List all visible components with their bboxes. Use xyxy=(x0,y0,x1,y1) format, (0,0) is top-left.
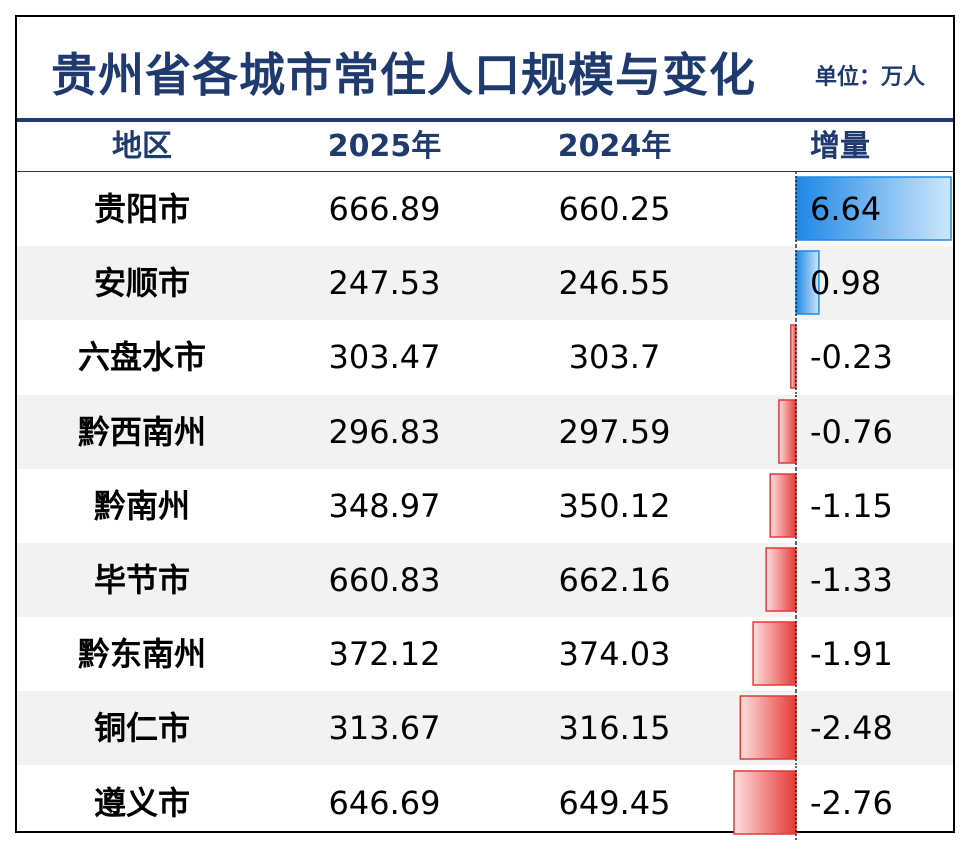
table-header: 地区 2025年 2024年 增量 xyxy=(17,124,953,172)
value-2024-cell: 662.16 xyxy=(558,561,671,599)
table-row: 铜仁市 313.67 316.15 -2.48 xyxy=(17,691,953,766)
region-cell: 铜仁市 xyxy=(93,709,190,748)
value-2024-cell: 374.03 xyxy=(558,635,671,674)
delta-value-label: -0.23 xyxy=(810,338,893,377)
chart-frame: 贵州省各城市常住人口规模与变化 单位：万人 地区 2025年 2024年 增量 … xyxy=(15,15,955,840)
value-2024-cell: 649.45 xyxy=(558,783,671,822)
delta-bar-negative xyxy=(739,695,797,761)
table-row: 遵义市 646.69 649.45 -2.76 xyxy=(17,765,953,840)
delta-bar-negative xyxy=(733,769,797,835)
region-cell: 黔南州 xyxy=(93,486,190,525)
delta-bar-area xyxy=(795,172,952,246)
region-cell: 黔西南州 xyxy=(77,412,206,451)
title-rule xyxy=(17,118,953,122)
value-2025-cell: 313.67 xyxy=(328,709,441,748)
value-2025-cell: 646.69 xyxy=(328,783,441,822)
delta-value-label: -1.33 xyxy=(810,561,893,599)
region-cell: 贵阳市 xyxy=(93,190,190,228)
delta-bar-negative xyxy=(790,324,797,390)
value-2025-cell: 303.47 xyxy=(328,338,441,377)
delta-bar-area xyxy=(752,617,797,692)
delta-value-label: -0.76 xyxy=(810,412,893,451)
value-2024-cell: 246.55 xyxy=(558,264,671,303)
region-cell: 安顺市 xyxy=(93,264,190,303)
delta-bar-negative xyxy=(769,473,797,538)
value-2024-cell: 303.7 xyxy=(568,338,661,377)
value-2024-cell: 316.15 xyxy=(558,709,671,748)
unit-label: 单位：万人 xyxy=(814,65,925,90)
value-2025-cell: 666.89 xyxy=(328,190,441,228)
header-2024: 2024年 xyxy=(557,129,672,164)
value-2025-cell: 247.53 xyxy=(328,264,441,303)
value-2025-cell: 660.83 xyxy=(328,561,441,599)
value-2025-cell: 372.12 xyxy=(328,635,441,674)
delta-bar-negative xyxy=(752,621,797,686)
header-delta: 增量 xyxy=(810,129,870,164)
region-cell: 六盘水市 xyxy=(77,338,206,377)
delta-bar-area xyxy=(765,543,797,617)
delta-bar-area xyxy=(769,468,797,543)
value-2024-cell: 350.12 xyxy=(558,486,671,525)
delta-bar-area xyxy=(739,691,797,766)
header-2025: 2025年 xyxy=(327,129,442,164)
delta-bar-negative xyxy=(778,398,797,464)
chart-title: 贵州省各城市常住人口规模与变化 xyxy=(51,48,756,102)
region-cell: 毕节市 xyxy=(93,561,190,599)
region-cell: 遵义市 xyxy=(93,783,190,822)
delta-value-label: -1.91 xyxy=(810,635,893,674)
delta-value-label: 6.64 xyxy=(810,190,882,228)
table-row: 安顺市 247.53 246.55 0.98 xyxy=(17,246,953,321)
table-row: 贵阳市 666.89 660.25 6.64 xyxy=(17,172,953,246)
table-row: 六盘水市 303.47 303.7 -0.23 xyxy=(17,320,953,395)
value-2025-cell: 296.83 xyxy=(328,412,441,451)
table-row: 黔南州 348.97 350.12 -1.15 xyxy=(17,468,953,543)
value-2024-cell: 660.25 xyxy=(558,190,671,228)
table-row: 黔东南州 372.12 374.03 -1.91 xyxy=(17,617,953,692)
delta-value-label: -2.48 xyxy=(810,709,893,748)
region-cell: 黔东南州 xyxy=(77,635,206,674)
delta-bar-area xyxy=(795,246,820,321)
delta-value-label: 0.98 xyxy=(810,264,882,303)
delta-bar-area xyxy=(733,765,797,840)
delta-bar-area xyxy=(778,394,797,469)
value-2025-cell: 348.97 xyxy=(328,486,441,525)
value-2024-cell: 297.59 xyxy=(558,412,671,451)
delta-value-label: -1.15 xyxy=(810,486,893,525)
delta-bar-negative xyxy=(765,547,797,612)
delta-bar-area xyxy=(790,320,797,395)
table-row: 毕节市 660.83 662.16 -1.33 xyxy=(17,543,953,617)
table-row: 黔西南州 296.83 297.59 -0.76 xyxy=(17,394,953,469)
delta-value-label: -2.76 xyxy=(810,783,893,822)
header-region: 地区 xyxy=(112,129,172,164)
delta-bar-positive xyxy=(795,176,952,241)
